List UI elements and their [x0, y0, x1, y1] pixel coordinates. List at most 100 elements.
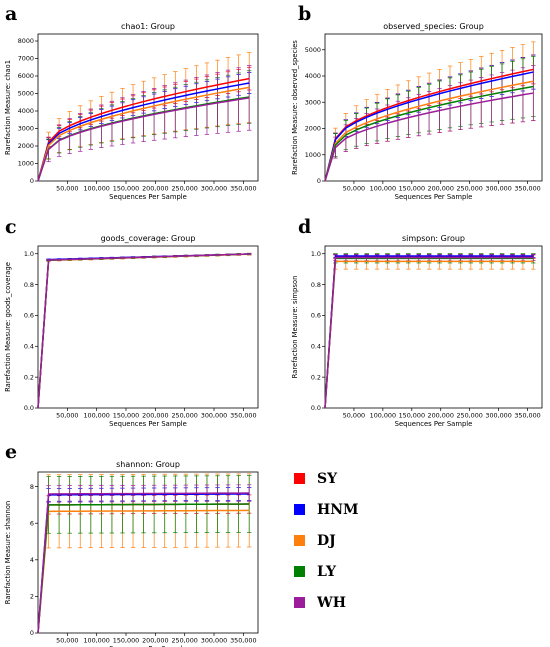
y-axis-label: Rarefaction Measure: simpson [291, 276, 299, 379]
legend-item-HNM: HNM [294, 502, 359, 518]
panel-b: b observed_species: Group 0 1000 2000 3000 400… [291, 3, 543, 201]
x-tick-label: 200,000 [428, 412, 454, 420]
series-line-HNM [37, 82, 250, 182]
y-axis-label: Rarefaction Measure: shannon [4, 501, 12, 604]
series-line-LY [324, 85, 534, 182]
y-tick-label: 4000 [305, 72, 321, 80]
x-tick-label: 50,000 [343, 185, 365, 193]
series-line-LY [37, 253, 250, 409]
y-tick-label: 0 [30, 629, 34, 637]
error-bars-DJ [46, 52, 252, 160]
y-tick-label: 8000 [18, 37, 34, 45]
x-tick-label: 250,000 [171, 412, 197, 420]
legend-item-WH: WH [294, 595, 346, 611]
series-line-WH [37, 492, 250, 634]
series-line-DJ [37, 86, 250, 182]
legend-label: WH [316, 595, 346, 611]
y-tick-label: 3000 [18, 125, 34, 133]
y-tick-label: 0.0 [24, 404, 34, 412]
chart-title: simpson: Group [402, 234, 465, 243]
y-tick-label: 0.4 [24, 342, 34, 350]
x-tick-label: 100,000 [83, 185, 109, 193]
chart-title: goods_coverage: Group [101, 234, 196, 243]
x-tick-label: 300,000 [485, 185, 511, 193]
y-tick-label: 1.0 [311, 250, 321, 258]
error-bars-HNM [333, 54, 536, 147]
legend-swatch [294, 597, 305, 608]
x-tick-label: 200,000 [142, 185, 168, 193]
legend: SY HNM DJ LY WH [294, 471, 359, 611]
legend-label: HNM [317, 502, 359, 518]
x-axis-label: Sequences Per Sample [109, 420, 187, 428]
x-tick-label: 250,000 [171, 637, 197, 645]
y-tick-label: 6000 [18, 72, 34, 80]
series-line-WH [324, 92, 534, 182]
legend-label: DJ [317, 533, 336, 549]
series-line-DJ [37, 253, 250, 409]
x-tick-label: 250,000 [456, 412, 482, 420]
error-bars-DJ [333, 41, 536, 159]
x-tick-label: 50,000 [56, 185, 78, 193]
x-tick-label: 100,000 [370, 412, 396, 420]
x-tick-label: 150,000 [113, 412, 139, 420]
plot-frame [37, 245, 259, 409]
series-line-SY [37, 77, 250, 182]
x-axis-label: Sequences Per Sample [109, 645, 187, 647]
x-tick-label: 50,000 [56, 637, 78, 645]
x-tick-label: 350,000 [514, 412, 540, 420]
plot-frame [324, 245, 543, 409]
panel-letter: a [5, 3, 17, 25]
series-line-DJ [324, 80, 534, 182]
series-line-SY [324, 256, 534, 409]
x-tick-label: 200,000 [428, 185, 454, 193]
x-tick-label: 50,000 [56, 412, 78, 420]
panel-d: d simpson: Group 0.0 0.2 0.4 0.6 0.8 1.0 50,000 1… [291, 216, 543, 428]
y-tick-label: 0.6 [311, 312, 321, 320]
series-line-HNM [324, 71, 534, 182]
y-tick-label: 0.2 [311, 373, 321, 381]
x-tick-label: 300,000 [485, 412, 511, 420]
series-line-HNM [37, 493, 250, 634]
x-axis-label: Sequences Per Sample [395, 420, 473, 428]
series-line-HNM [324, 255, 534, 409]
plot-frame [324, 33, 543, 182]
y-tick-label: 0.4 [311, 342, 321, 350]
y-tick-label: 1000 [18, 160, 34, 168]
y-axis-label: Rarefaction Measure: goods_coverage [4, 262, 12, 392]
y-tick-label: 6 [30, 519, 34, 527]
legend-swatch [294, 535, 305, 546]
x-axis-label: Sequences Per Sample [109, 193, 187, 201]
plot-frame [37, 33, 259, 182]
series-line-WH [324, 256, 534, 409]
series-line-WH [37, 97, 250, 182]
y-tick-label: 5000 [305, 46, 321, 54]
series-line-HNM [37, 253, 250, 409]
y-tick-label: 8 [30, 483, 34, 491]
legend-swatch [294, 473, 305, 484]
series-line-SY [37, 253, 250, 409]
chart-title: shannon: Group [116, 460, 180, 469]
x-tick-label: 150,000 [399, 412, 425, 420]
x-axis-label: Sequences Per Sample [395, 193, 473, 201]
x-tick-label: 350,000 [230, 637, 256, 645]
y-tick-label: 7000 [18, 55, 34, 63]
legend-item-DJ: DJ [294, 533, 336, 549]
x-tick-label: 300,000 [201, 185, 227, 193]
y-tick-label: 2 [30, 593, 34, 601]
x-tick-label: 350,000 [514, 185, 540, 193]
x-tick-label: 100,000 [83, 637, 109, 645]
x-tick-label: 150,000 [113, 637, 139, 645]
x-tick-label: 250,000 [456, 185, 482, 193]
series-line-DJ [37, 509, 250, 634]
legend-item-LY: LY [294, 564, 337, 580]
y-axis-label: Rarefaction Measure: chao1 [4, 60, 12, 155]
legend-swatch [294, 566, 305, 577]
chart-title: observed_species: Group [383, 22, 484, 31]
series-line-WH [37, 253, 250, 409]
y-tick-label: 1.0 [24, 250, 34, 258]
chart-title: chao1: Group [121, 22, 175, 31]
panel-letter: c [5, 216, 17, 238]
x-tick-label: 350,000 [230, 185, 256, 193]
y-tick-label: 1000 [305, 151, 321, 159]
